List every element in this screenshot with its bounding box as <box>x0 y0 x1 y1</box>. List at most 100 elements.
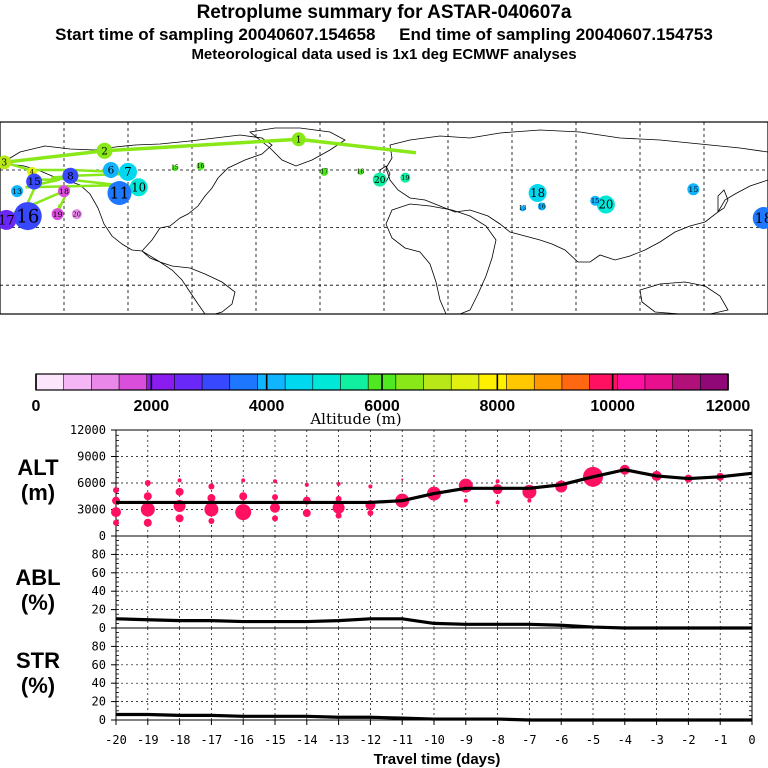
colorbar-cell <box>561 373 591 391</box>
colorbar-cell <box>478 373 508 391</box>
marker-dot <box>687 183 700 196</box>
y-tick-label: 9000 <box>77 450 106 464</box>
altitude-cluster <box>495 500 500 505</box>
altitude-cluster <box>433 474 435 477</box>
marker-dot <box>372 172 387 187</box>
altitude-cluster <box>270 502 280 513</box>
altitude-cluster <box>527 498 532 503</box>
altitude-cluster <box>204 502 219 517</box>
colorbar-tick-label: 12000 <box>706 398 751 415</box>
altitude-cluster <box>143 518 152 527</box>
trajectory-marker: 15 <box>590 195 601 206</box>
marker-label: 16 <box>538 203 546 210</box>
colorbar-cell <box>312 373 342 391</box>
colorbar-cell <box>63 373 92 391</box>
series-line-alt <box>116 468 753 505</box>
series-line-str <box>116 712 752 722</box>
trajectory-marker: 13 <box>11 185 24 198</box>
marker-dot <box>119 162 137 181</box>
marker-label: 19 <box>53 210 63 219</box>
trajectory-marker: 15 <box>687 183 700 196</box>
x-tick-label: -17 <box>201 733 223 747</box>
marker-label: 15 <box>171 164 179 171</box>
marker-dot <box>0 155 12 170</box>
colorbar-tick-label: 2000 <box>134 398 170 415</box>
trajectory-marker: 19 <box>51 208 64 221</box>
landmass-japan <box>717 189 729 213</box>
colorbar-tick-label: 4000 <box>249 398 285 415</box>
altitude-cluster <box>302 509 311 518</box>
y-tick-label: 12000 <box>70 423 106 437</box>
panel-alt: 0 3000 6000 9000 12000 <box>70 423 753 543</box>
colorbar-cell <box>118 373 148 391</box>
altitude-cluster <box>235 504 252 521</box>
marker-label: 18 <box>357 168 365 175</box>
altitude-cluster <box>332 501 345 514</box>
x-tick-label: 0 <box>748 733 755 747</box>
marker-dot <box>11 185 24 198</box>
x-tick-label: -10 <box>423 733 445 747</box>
colorbar-cell <box>91 373 120 391</box>
marker-dot <box>537 202 546 211</box>
trajectory-marker: 17 <box>320 167 329 176</box>
marker-dot <box>71 209 82 220</box>
colorbar-cell <box>395 373 425 391</box>
marker-dot <box>196 162 205 171</box>
trajectory-marker: 20 <box>596 195 615 214</box>
marker-label: 3 <box>1 158 7 168</box>
trajectory-marker: 18 <box>752 207 768 229</box>
trajectory-marker: 18 <box>528 184 547 203</box>
trajectory-marker: 15 <box>26 173 43 190</box>
colorbar-cell <box>506 373 535 391</box>
colorbar-cell <box>672 373 701 391</box>
altitude-cluster <box>241 478 246 483</box>
altitude-cluster <box>208 483 215 490</box>
marker-dot <box>96 142 113 159</box>
colorbar-cell <box>284 373 314 391</box>
alt-unit: (m) <box>21 480 55 505</box>
altitude-cluster <box>207 494 216 503</box>
marker-dot <box>26 173 43 190</box>
y-tick-label: 6000 <box>77 476 106 490</box>
altitude-cluster <box>367 510 374 517</box>
x-tick-label: -1 <box>713 733 727 747</box>
colorbar-cell <box>257 373 286 391</box>
x-tick-label: -12 <box>360 733 382 747</box>
str-unit: (%) <box>21 673 55 698</box>
altitude-cluster <box>463 498 468 503</box>
trajectory-marker: 20 <box>372 172 387 187</box>
altitude-cluster <box>144 480 151 486</box>
x-tick-label: -8 <box>490 733 504 747</box>
alt-label: ALT <box>17 455 59 480</box>
landmass-africa <box>385 203 497 315</box>
trajectory-marker: 20 <box>71 209 82 220</box>
colorbar-cell <box>174 373 203 391</box>
altitude-cluster <box>175 514 184 523</box>
landmass-north-america <box>0 134 273 252</box>
x-tick-label: -13 <box>328 733 350 747</box>
colorbar-tick-label: 6000 <box>364 398 400 415</box>
x-tick-label: -6 <box>554 733 568 747</box>
x-tick-label: -18 <box>169 733 191 747</box>
altitude-cluster <box>304 482 309 487</box>
marker-dot <box>596 195 615 214</box>
met-data-note: Meteorological data used is 1x1 deg ECMW… <box>191 46 577 63</box>
str-label: STR <box>16 648 60 673</box>
marker-label: 17 <box>0 213 15 228</box>
abl-label: ABL <box>15 565 60 590</box>
trajectory-marker: 16 <box>13 202 42 231</box>
marker-label: 16 <box>197 163 205 170</box>
trajectory-marker: 15 <box>171 164 179 171</box>
marker-label: 19 <box>401 174 409 182</box>
altitude-cluster <box>175 487 184 496</box>
marker-label: 18 <box>530 186 545 200</box>
altitude-cluster <box>143 492 152 501</box>
marker-dot <box>590 195 601 206</box>
x-tick-label: -15 <box>264 733 286 747</box>
marker-dot <box>129 178 148 197</box>
altitude-cluster <box>239 492 248 501</box>
marker-dot <box>320 167 329 176</box>
marker-label: 17 <box>320 169 328 176</box>
marker-dot <box>102 162 119 178</box>
trajectory-marker: 18 <box>58 185 70 198</box>
